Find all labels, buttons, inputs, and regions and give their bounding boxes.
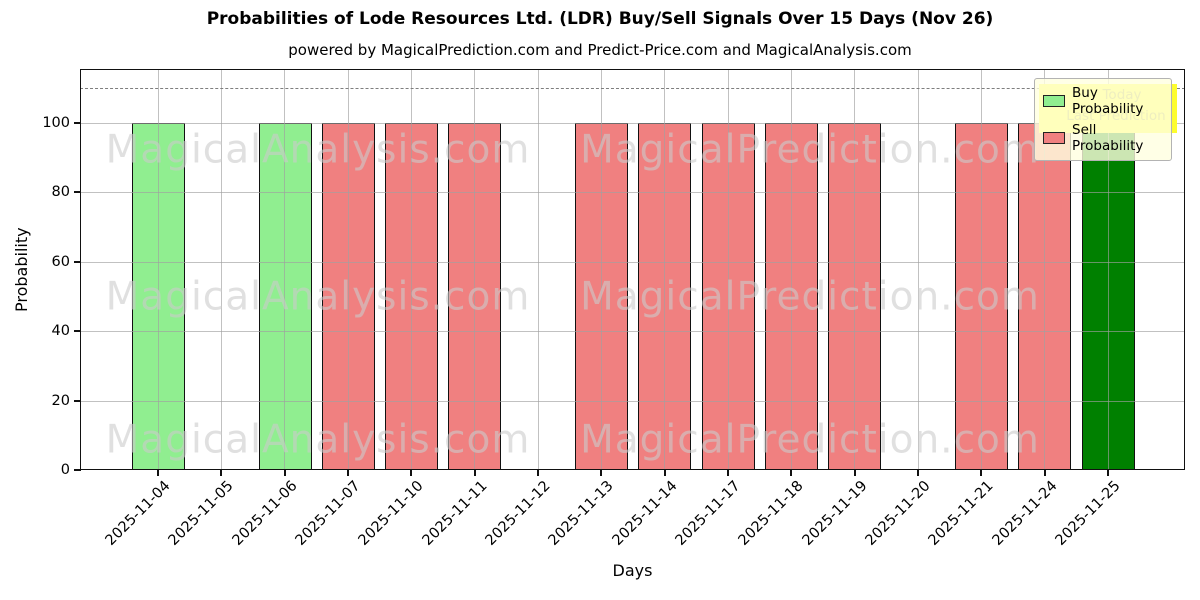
gridline-x (411, 69, 412, 470)
plot-area: MagicalAnalysis.com MagicalPrediction.co… (80, 69, 1185, 470)
x-tick (284, 470, 286, 476)
gridline-y-80 (80, 192, 1185, 193)
y-tick-label: 80 (51, 184, 70, 200)
x-tick-label: 2025-11-04 (102, 478, 174, 549)
x-tick-label: 2025-11-05 (165, 478, 237, 549)
legend-item-sell: Sell Probability (1043, 122, 1163, 154)
chart-subtitle: powered by MagicalPrediction.com and Pre… (288, 41, 912, 59)
watermark-text: MagicalPrediction.com (580, 127, 1040, 173)
y-tick (74, 400, 81, 402)
y-tick (74, 261, 81, 263)
watermark-text: MagicalAnalysis.com (105, 417, 531, 463)
x-tick (347, 470, 349, 476)
x-tick-label: 2025-11-21 (925, 478, 997, 549)
gridline-x (1044, 69, 1045, 470)
y-axis-label: Probability (12, 227, 31, 312)
gridline-y-60 (80, 262, 1185, 263)
x-tick-label: 2025-11-25 (1052, 478, 1124, 549)
watermark-text: MagicalPrediction.com (580, 417, 1040, 463)
x-tick-label: 2025-11-10 (355, 478, 427, 549)
x-tick (474, 470, 476, 476)
watermark-text: MagicalAnalysis.com (105, 127, 531, 173)
x-tick (1044, 470, 1046, 476)
x-tick-label: 2025-11-12 (482, 478, 554, 549)
y-tick-label: 40 (51, 323, 70, 339)
x-tick (854, 470, 856, 476)
x-tick-label: 2025-11-06 (229, 478, 301, 549)
legend-label: Buy Probability (1072, 85, 1144, 117)
watermark-text: MagicalPrediction.com (580, 274, 1040, 320)
x-tick (790, 470, 792, 476)
gridline-x (728, 69, 729, 470)
gridline-x (474, 69, 475, 470)
x-tick (410, 470, 412, 476)
watermark-text: MagicalAnalysis.com (105, 274, 531, 320)
x-tick-label: 2025-11-17 (672, 478, 744, 549)
gridline-x (348, 69, 349, 470)
gridline-x (158, 69, 159, 470)
x-tick (1107, 470, 1109, 476)
x-tick (664, 470, 666, 476)
legend-item-buy: Buy Probability (1043, 85, 1163, 117)
sell-swatch-icon (1043, 132, 1065, 144)
x-tick (220, 470, 222, 476)
threshold-line-110 (80, 88, 1185, 89)
gridline-y-100 (80, 123, 1185, 124)
x-tick (157, 470, 159, 476)
x-tick-label: 2025-11-13 (545, 478, 617, 549)
x-tick (917, 470, 919, 476)
x-tick (727, 470, 729, 476)
x-tick-label: 2025-11-11 (419, 478, 491, 549)
y-tick-label: 60 (51, 254, 70, 270)
x-tick-label: 2025-11-07 (292, 478, 364, 549)
y-tick (74, 191, 81, 193)
chart-title: Probabilities of Lode Resources Ltd. (LD… (206, 9, 994, 29)
x-tick-label: 2025-11-14 (609, 478, 681, 549)
gridline-x (538, 69, 539, 470)
gridline-x (918, 69, 919, 470)
y-tick (74, 122, 81, 124)
gridline-x (1108, 69, 1109, 470)
gridline-y-40 (80, 331, 1185, 332)
gridline-x (981, 69, 982, 470)
x-tick (600, 470, 602, 476)
gridline-x (284, 69, 285, 470)
legend-label: Sell Probability (1072, 122, 1144, 154)
x-axis-label: Days (612, 561, 653, 580)
y-tick-label: 20 (51, 393, 70, 409)
y-tick (74, 469, 81, 471)
x-tick-label: 2025-11-18 (735, 478, 807, 549)
y-tick-label: 0 (60, 462, 70, 478)
x-tick (980, 470, 982, 476)
gridline-y-20 (80, 401, 1185, 402)
gridline-x (221, 69, 222, 470)
x-tick (537, 470, 539, 476)
x-tick-label: 2025-11-19 (799, 478, 871, 549)
gridline-x (854, 69, 855, 470)
gridline-x (664, 69, 665, 470)
y-tick (74, 330, 81, 332)
y-tick-label: 100 (42, 115, 70, 131)
buy-swatch-icon (1043, 95, 1065, 107)
x-tick-label: 2025-11-24 (989, 478, 1061, 549)
legend: Buy Probability Sell Probability (1034, 78, 1172, 161)
gridline-x (601, 69, 602, 470)
gridline-x (791, 69, 792, 470)
x-tick-label: 2025-11-20 (862, 478, 934, 549)
